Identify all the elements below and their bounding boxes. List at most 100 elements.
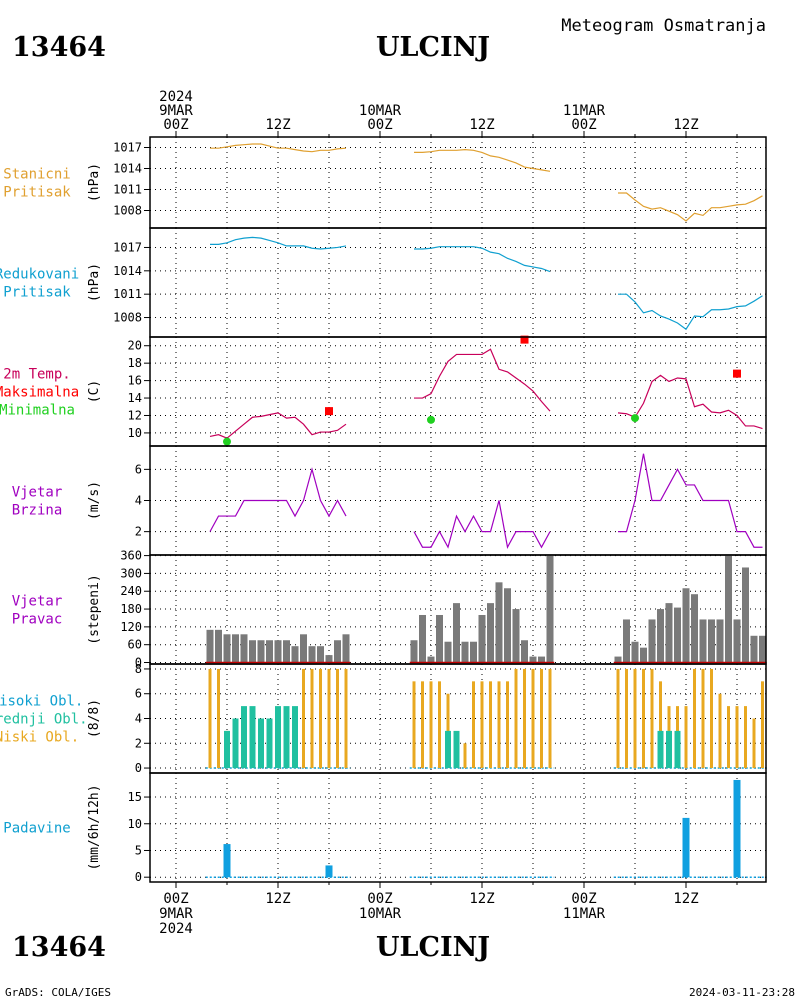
series-line bbox=[618, 192, 763, 222]
bar bbox=[744, 706, 747, 769]
bar bbox=[302, 668, 305, 769]
time-label-top: 12Z bbox=[469, 117, 494, 133]
panel-label: Vjetar bbox=[12, 485, 63, 501]
y-tick-label: 1011 bbox=[113, 183, 142, 197]
time-label-top: 00Z bbox=[571, 117, 596, 133]
bar bbox=[616, 668, 620, 769]
bar bbox=[701, 668, 705, 769]
time-label-top: 11MAR bbox=[563, 103, 606, 119]
time-label-top: 00Z bbox=[367, 117, 392, 133]
bar bbox=[240, 634, 248, 663]
bar bbox=[733, 619, 741, 663]
bar bbox=[438, 681, 441, 769]
y-tick-label: 2 bbox=[135, 525, 142, 539]
y-tick-label: 15 bbox=[128, 790, 142, 804]
series-line bbox=[413, 500, 551, 549]
y-tick-label: 1008 bbox=[113, 204, 142, 218]
bar bbox=[674, 730, 681, 769]
bar bbox=[419, 614, 426, 663]
y-axis-label: (hPa) bbox=[87, 163, 102, 202]
bar bbox=[512, 609, 520, 663]
bar bbox=[531, 668, 535, 769]
panel-vjetar-pravac: 0 60 120 180 240 300 360 (stepeni) Vjetar Pravac bbox=[12, 549, 767, 670]
tmin-marker bbox=[631, 414, 639, 423]
panel-frame bbox=[149, 772, 767, 883]
bar bbox=[633, 668, 637, 769]
series-line bbox=[414, 348, 551, 412]
bar bbox=[495, 582, 503, 663]
y-tick-label: 20 bbox=[128, 339, 142, 353]
bar bbox=[659, 681, 662, 769]
panel-label: Niski Obl. bbox=[0, 730, 79, 746]
bar bbox=[761, 681, 764, 769]
time-label-bottom: 12Z bbox=[469, 891, 494, 907]
bar bbox=[327, 668, 331, 769]
y-tick-label: 4 bbox=[135, 494, 142, 508]
bar bbox=[412, 681, 416, 769]
y-tick-label: 1017 bbox=[113, 240, 142, 254]
bar bbox=[640, 647, 647, 663]
bar bbox=[625, 668, 628, 769]
bar bbox=[232, 634, 239, 663]
series-line bbox=[210, 143, 347, 153]
bar bbox=[523, 668, 526, 769]
bar bbox=[291, 646, 299, 663]
y-tick-label: 300 bbox=[120, 566, 142, 580]
bar bbox=[623, 619, 630, 663]
time-label-bottom: 9MAR bbox=[159, 906, 193, 922]
bar bbox=[310, 668, 314, 769]
series-line bbox=[617, 374, 763, 430]
panel-label: Vjetar bbox=[12, 594, 63, 610]
y-tick-label: 10 bbox=[128, 426, 142, 440]
bar bbox=[759, 635, 766, 663]
bar bbox=[725, 555, 732, 663]
time-label-top: 2024 bbox=[159, 89, 193, 105]
y-tick-label: 1017 bbox=[113, 141, 142, 155]
bar bbox=[682, 588, 690, 663]
bar bbox=[642, 668, 645, 769]
y-tick-label: 16 bbox=[128, 374, 142, 388]
station-id-top: 13464 bbox=[12, 32, 106, 63]
bar bbox=[504, 588, 511, 663]
bar bbox=[657, 730, 664, 769]
bar bbox=[274, 640, 282, 663]
bar bbox=[410, 640, 418, 663]
bar bbox=[682, 817, 690, 878]
y-tick-label: 12 bbox=[128, 408, 142, 422]
bar bbox=[258, 718, 264, 769]
panel-label: Stanicni bbox=[3, 167, 70, 183]
time-label-top: 9MAR bbox=[159, 103, 193, 119]
time-label-bottom: 12Z bbox=[673, 891, 698, 907]
y-tick-label: 5 bbox=[135, 843, 142, 857]
bar bbox=[506, 681, 509, 769]
bar bbox=[283, 640, 290, 663]
bar bbox=[631, 641, 639, 663]
panel-label: Maksimalna bbox=[0, 385, 79, 401]
bar bbox=[453, 730, 460, 769]
y-axis-label: (mm/6h/12h) bbox=[87, 784, 102, 870]
time-label-bottom: 11MAR bbox=[563, 906, 606, 922]
series-line bbox=[618, 293, 763, 331]
y-tick-label: 1008 bbox=[113, 311, 142, 325]
panel-vjetar-brzina: 2 4 6 (m/s) Vjetar Brzina bbox=[12, 445, 767, 556]
bar bbox=[540, 668, 543, 769]
bar bbox=[257, 640, 265, 663]
bar bbox=[427, 656, 435, 663]
bar bbox=[733, 779, 741, 878]
timestamp-text: 2024-03-11-23:28 bbox=[689, 986, 795, 999]
bar bbox=[325, 865, 333, 878]
bar bbox=[436, 614, 443, 663]
bar bbox=[614, 656, 622, 663]
time-label-top: 12Z bbox=[265, 117, 290, 133]
bar bbox=[319, 668, 322, 769]
panel-label: Minimalna bbox=[0, 403, 75, 419]
time-label-top: 00Z bbox=[163, 117, 188, 133]
bar bbox=[497, 681, 501, 769]
bar bbox=[487, 603, 494, 663]
bar bbox=[283, 706, 290, 769]
y-tick-label: 0 bbox=[135, 870, 142, 884]
bar bbox=[657, 609, 664, 663]
panel-padavine: 0 5 10 15 (mm/6h/12h) Padavine bbox=[3, 772, 767, 884]
bar bbox=[300, 634, 307, 663]
bar bbox=[666, 730, 672, 769]
